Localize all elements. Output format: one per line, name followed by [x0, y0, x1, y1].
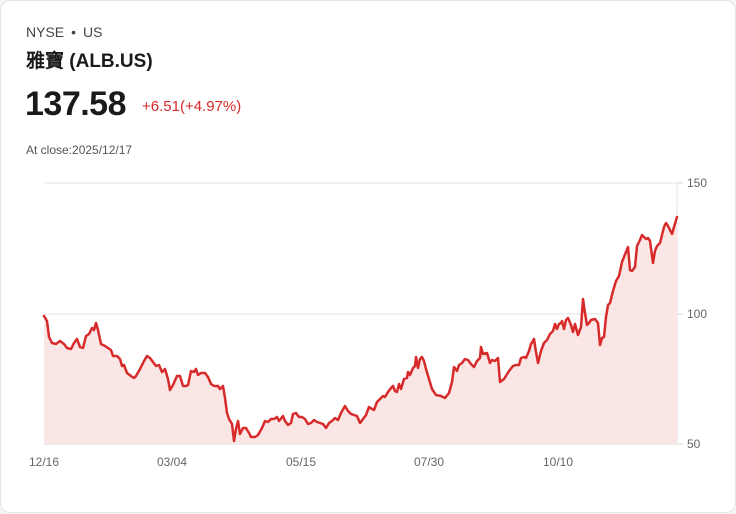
- close-timestamp: At close:2025/12/17: [26, 143, 133, 157]
- x-tick-07-30: 07/30: [414, 455, 444, 469]
- current-price: 137.58: [25, 85, 127, 123]
- y-tick-50: 50: [687, 437, 701, 451]
- x-tick-05-15: 05/15: [286, 455, 316, 469]
- exchange-name: NYSE: [26, 24, 65, 40]
- x-tick-03-04: 03/04: [157, 455, 187, 469]
- x-axis-labels: 12/16 03/04 05/15 07/30 10/10: [29, 455, 573, 469]
- y-tick-150: 150: [687, 176, 707, 190]
- y-tick-100: 100: [687, 307, 707, 321]
- price-change: +6.51(+4.97%): [142, 98, 242, 115]
- x-tick-10-10: 10/10: [543, 455, 573, 469]
- stock-title: 雅寶 (ALB.US): [26, 51, 153, 72]
- price-area-fill: [44, 217, 677, 444]
- exchange-line: NYSE • US: [26, 24, 102, 40]
- market-name: US: [83, 24, 103, 40]
- separator-dot: •: [71, 24, 77, 40]
- price-line: [42, 215, 679, 443]
- y-axis-labels: 150 100 50: [687, 176, 707, 451]
- x-tick-12-16: 12/16: [29, 455, 59, 469]
